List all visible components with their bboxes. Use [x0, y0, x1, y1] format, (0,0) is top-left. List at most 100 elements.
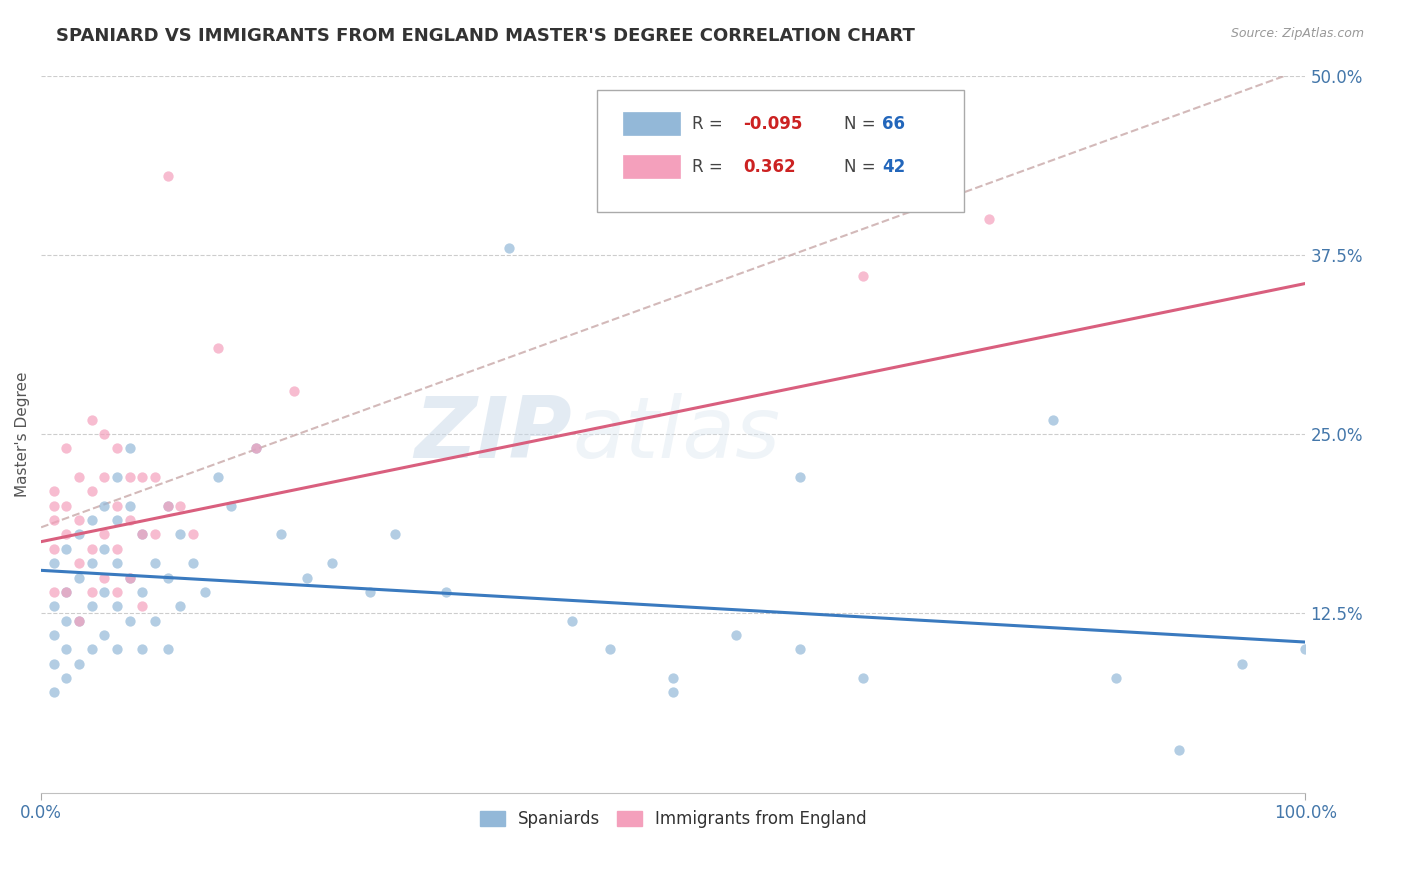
Point	[67, 556, 90, 570]
Point	[662, 671, 685, 685]
Point	[118, 442, 141, 456]
Point	[42, 484, 65, 499]
Point	[67, 614, 90, 628]
Point	[105, 642, 128, 657]
Point	[270, 527, 292, 541]
Point	[219, 499, 242, 513]
Point	[156, 642, 179, 657]
Point	[359, 585, 381, 599]
Point	[93, 499, 115, 513]
Point	[105, 556, 128, 570]
Text: Source: ZipAtlas.com: Source: ZipAtlas.com	[1230, 27, 1364, 40]
Point	[80, 484, 103, 499]
Point	[599, 642, 621, 657]
Point	[118, 570, 141, 584]
Point	[295, 570, 318, 584]
Point	[118, 499, 141, 513]
Point	[434, 585, 457, 599]
Point	[169, 499, 191, 513]
Point	[245, 442, 267, 456]
Point	[67, 527, 90, 541]
Point	[105, 599, 128, 614]
Text: 0.362: 0.362	[742, 158, 796, 176]
Point	[1105, 671, 1128, 685]
Point	[143, 527, 166, 541]
Point	[93, 585, 115, 599]
Point	[42, 599, 65, 614]
Bar	[623, 112, 679, 135]
Point	[131, 527, 153, 541]
Point	[131, 642, 153, 657]
Point	[55, 585, 77, 599]
Point	[80, 585, 103, 599]
Point	[55, 527, 77, 541]
Point	[725, 628, 748, 642]
Point	[118, 470, 141, 484]
Point	[131, 599, 153, 614]
Text: atlas: atlas	[572, 392, 780, 475]
Point	[979, 211, 1001, 226]
Point	[42, 556, 65, 570]
Point	[93, 470, 115, 484]
Point	[93, 570, 115, 584]
Point	[789, 470, 811, 484]
Point	[561, 614, 583, 628]
Point	[118, 570, 141, 584]
Point	[55, 585, 77, 599]
Point	[93, 527, 115, 541]
Point	[662, 685, 685, 699]
Point	[67, 470, 90, 484]
Point	[105, 541, 128, 556]
Point	[67, 570, 90, 584]
FancyBboxPatch shape	[598, 90, 965, 211]
Point	[93, 427, 115, 442]
Point	[1230, 657, 1253, 671]
Point	[67, 657, 90, 671]
Point	[169, 527, 191, 541]
Text: R =: R =	[692, 158, 728, 176]
Point	[131, 585, 153, 599]
Point	[321, 556, 343, 570]
Point	[93, 628, 115, 642]
Point	[42, 499, 65, 513]
Point	[80, 642, 103, 657]
Point	[80, 513, 103, 527]
Point	[283, 384, 305, 398]
Point	[105, 513, 128, 527]
Bar	[623, 155, 679, 178]
Point	[131, 527, 153, 541]
Y-axis label: Master's Degree: Master's Degree	[15, 371, 30, 497]
Point	[143, 470, 166, 484]
Point	[42, 541, 65, 556]
Point	[498, 241, 520, 255]
Point	[42, 513, 65, 527]
Point	[1294, 642, 1316, 657]
Point	[156, 169, 179, 183]
Point	[55, 614, 77, 628]
Point	[143, 556, 166, 570]
Point	[42, 585, 65, 599]
Point	[156, 499, 179, 513]
Point	[181, 556, 204, 570]
Point	[42, 657, 65, 671]
Point	[55, 671, 77, 685]
Point	[42, 628, 65, 642]
Point	[105, 442, 128, 456]
Point	[67, 614, 90, 628]
Point	[207, 341, 229, 355]
Point	[80, 541, 103, 556]
Point	[118, 513, 141, 527]
Point	[105, 585, 128, 599]
Point	[169, 599, 191, 614]
Point	[156, 499, 179, 513]
Text: 42: 42	[882, 158, 905, 176]
Point	[852, 269, 875, 284]
Point	[105, 499, 128, 513]
Point	[67, 513, 90, 527]
Point	[384, 527, 406, 541]
Point	[55, 541, 77, 556]
Point	[80, 556, 103, 570]
Point	[143, 614, 166, 628]
Point	[207, 470, 229, 484]
Point	[1168, 742, 1191, 756]
